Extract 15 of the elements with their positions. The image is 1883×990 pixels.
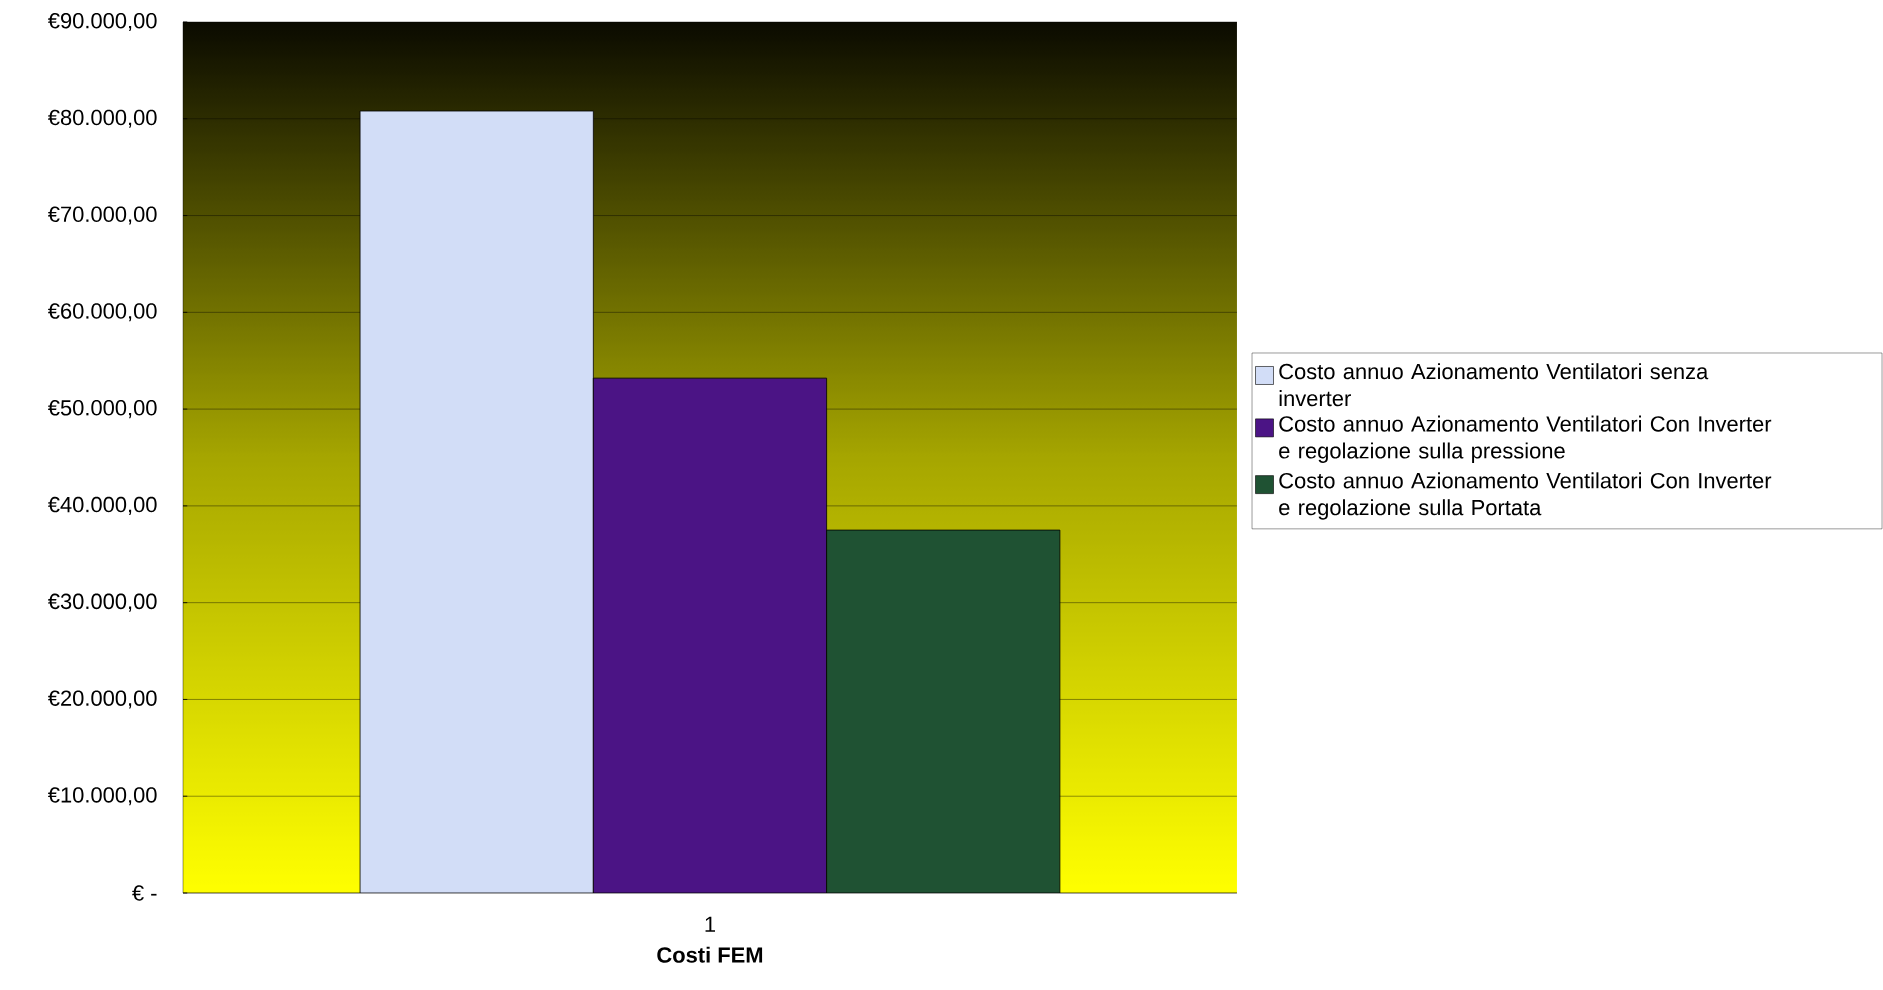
- y-tick-label: €20.000,00: [47, 690, 157, 709]
- x-tick-label: 1: [705, 916, 716, 932]
- text: Costo annuo Azionamento Ventilatori senza inverter: [1279, 363, 1709, 407]
- y-tick-label: € -: [132, 885, 157, 901]
- x-axis-title: Costi FEM: [657, 946, 763, 963]
- y-tick-label: €30.000,00: [47, 593, 157, 612]
- y-tick-label: €80.000,00: [47, 109, 157, 128]
- y-tick-label: €10.000,00: [47, 787, 157, 806]
- y-tick-label: €90.000,00: [47, 12, 157, 32]
- y-tick-label: €60.000,00: [47, 303, 157, 322]
- y-tick-label: €70.000,00: [47, 206, 157, 225]
- y-tick-label: €50.000,00: [47, 400, 157, 419]
- legend-label: Costo annuo Azionamento Ventilatori Con Inverter e regolazione sulla Portata: [1279, 472, 1772, 520]
- y-tick-label: €40.000,00: [47, 496, 157, 515]
- legend-label: Costo annuo Azionamento Ventilatori Con Inverter e regolazione sulla pressione: [1279, 415, 1772, 463]
